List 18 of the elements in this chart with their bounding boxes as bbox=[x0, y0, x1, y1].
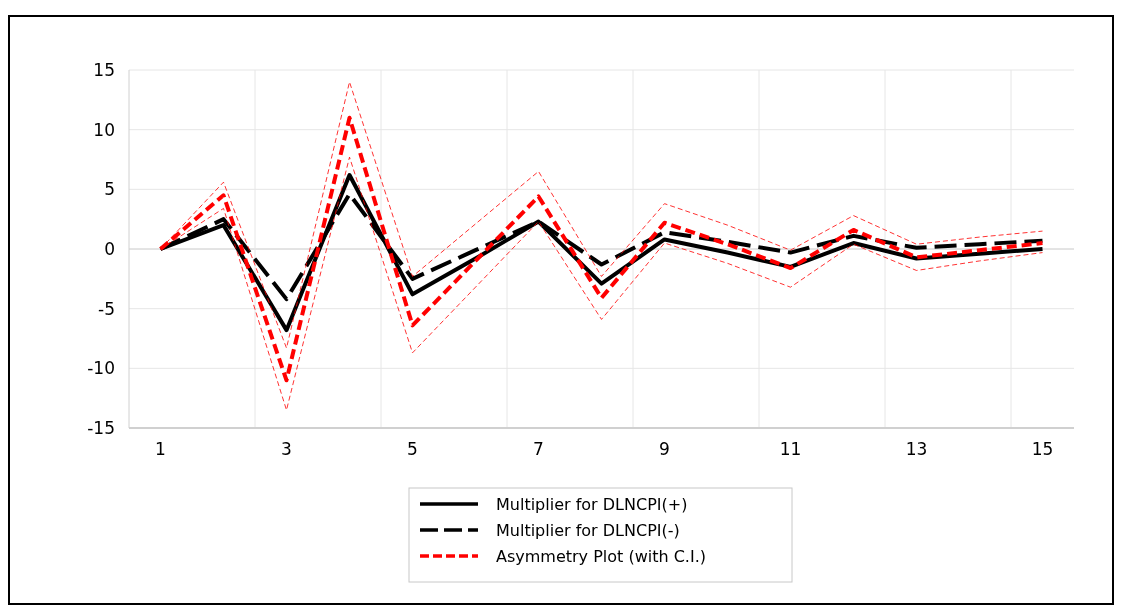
legend-label: Multiplier for DLNCPI(-) bbox=[496, 520, 680, 540]
x-tick-label: 7 bbox=[533, 439, 544, 459]
x-tick-label: 13 bbox=[905, 439, 928, 459]
x-tick-label: 5 bbox=[407, 439, 418, 459]
y-tick-label: -15 bbox=[87, 417, 115, 438]
y-tick-label: 5 bbox=[104, 179, 115, 200]
legend-label: Multiplier for DLNCPI(+) bbox=[496, 494, 688, 514]
x-tick-label: 15 bbox=[1031, 439, 1054, 459]
x-tick-label: 3 bbox=[281, 439, 292, 459]
y-tick-label: 0 bbox=[104, 238, 115, 259]
y-tick-label: 15 bbox=[93, 59, 115, 80]
y-tick-label: -5 bbox=[98, 298, 115, 319]
y-tick-label: -10 bbox=[87, 358, 115, 379]
x-tick-label: 9 bbox=[659, 439, 670, 459]
y-tick-label: 10 bbox=[93, 119, 115, 140]
legend-label: Asymmetry Plot (with C.I.) bbox=[496, 546, 706, 566]
x-tick-label: 11 bbox=[779, 439, 802, 459]
x-tick-label: 1 bbox=[155, 439, 166, 459]
